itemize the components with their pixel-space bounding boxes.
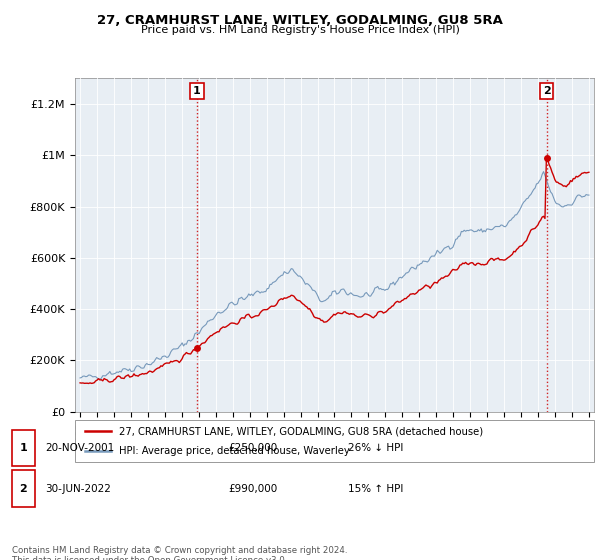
- Text: 30-JUN-2022: 30-JUN-2022: [45, 484, 111, 493]
- Text: £250,000: £250,000: [228, 443, 277, 452]
- Text: 1: 1: [193, 86, 201, 96]
- Text: 26% ↓ HPI: 26% ↓ HPI: [348, 443, 403, 452]
- Text: 15% ↑ HPI: 15% ↑ HPI: [348, 484, 403, 493]
- Text: 27, CRAMHURST LANE, WITLEY, GODALMING, GU8 5RA: 27, CRAMHURST LANE, WITLEY, GODALMING, G…: [97, 14, 503, 27]
- FancyBboxPatch shape: [75, 420, 594, 462]
- Text: 2: 2: [542, 86, 550, 96]
- Text: Contains HM Land Registry data © Crown copyright and database right 2024.
This d: Contains HM Land Registry data © Crown c…: [12, 546, 347, 560]
- Text: 27, CRAMHURST LANE, WITLEY, GODALMING, GU8 5RA (detached house): 27, CRAMHURST LANE, WITLEY, GODALMING, G…: [119, 426, 483, 436]
- Text: £990,000: £990,000: [228, 484, 277, 493]
- Text: HPI: Average price, detached house, Waverley: HPI: Average price, detached house, Wave…: [119, 446, 350, 456]
- Text: 20-NOV-2001: 20-NOV-2001: [45, 443, 114, 452]
- Text: 2: 2: [20, 484, 27, 493]
- Text: 1: 1: [20, 443, 27, 452]
- Text: Price paid vs. HM Land Registry's House Price Index (HPI): Price paid vs. HM Land Registry's House …: [140, 25, 460, 35]
